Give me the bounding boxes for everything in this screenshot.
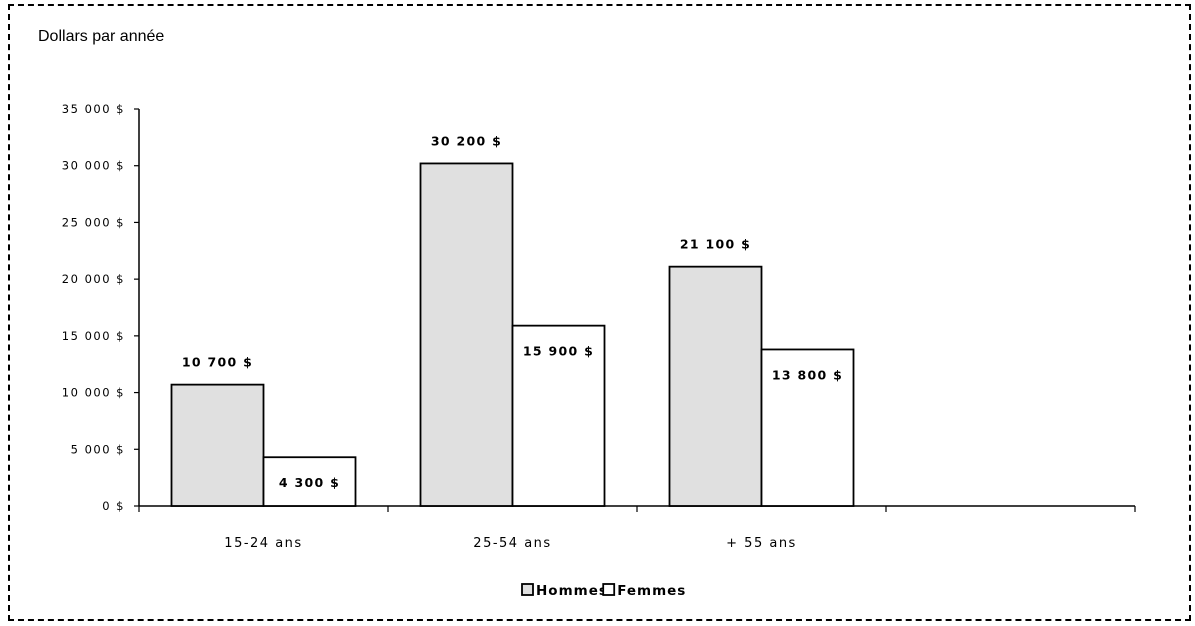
bar-hommes [668, 265, 763, 507]
data-label-femmes: 4 300 $ [279, 475, 340, 490]
data-label-femmes: 15 900 $ [523, 344, 594, 359]
y-tick-label: 5 000 $ [71, 442, 125, 456]
legend-swatch-hommes [521, 583, 534, 596]
legend-label-femmes: Femmes [617, 583, 686, 599]
plot-area: 0 $ 5 000 $ 10 000 $ 15 000 $ 20 000 $ 25 000… [62, 102, 1136, 551]
y-axis-title: Dollars par année [38, 28, 164, 45]
data-label-hommes: 30 200 $ [431, 133, 502, 148]
y-tick-label: 30 000 $ [62, 159, 125, 173]
bar-femmes [262, 456, 357, 507]
legend-label-hommes: Hommes [536, 583, 608, 599]
x-category-label: 15-24 ans [224, 536, 302, 551]
y-tick-label: 15 000 $ [62, 329, 125, 343]
legend-swatch-femmes [602, 583, 616, 596]
y-tick-label: 25 000 $ [62, 215, 125, 229]
data-label-hommes: 21 100 $ [680, 237, 751, 252]
y-tick-label: 20 000 $ [62, 272, 125, 286]
y-tick-label: 10 000 $ [62, 386, 125, 400]
data-label-femmes: 13 800 $ [772, 367, 843, 382]
legend: Hommes Femmes [521, 583, 686, 599]
bar-hommes [170, 383, 265, 507]
y-tick-label: 35 000 $ [62, 102, 125, 116]
data-label-hommes: 10 700 $ [182, 355, 253, 370]
y-tick-label: 0 $ [102, 499, 125, 513]
x-category-label: + 55 ans [726, 536, 797, 551]
chart-frame [8, 4, 1191, 621]
bar-hommes [419, 162, 514, 507]
x-category-label: 25-54 ans [473, 536, 551, 551]
bar-femmes [760, 348, 855, 507]
bar-femmes [511, 324, 606, 507]
